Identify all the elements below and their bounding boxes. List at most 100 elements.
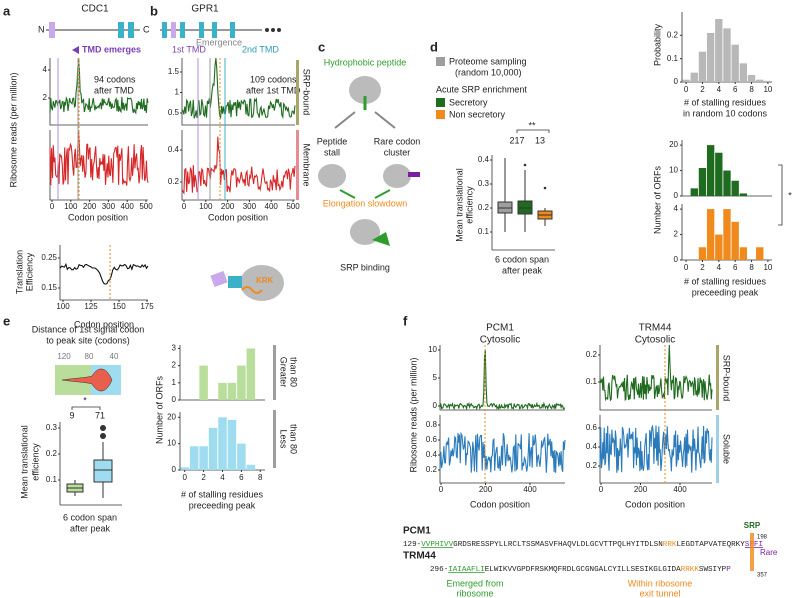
y-tick-label: 0.3: [46, 423, 58, 432]
dot: [271, 28, 275, 32]
sequence: 296-IAIAAFLIELWIKVVGPDFRSKMQFRDLGCGNGALC…: [430, 566, 731, 574]
step: Elongation slowdown: [323, 198, 408, 208]
arrow: [339, 189, 391, 199]
x-axis-label: Codon position: [68, 212, 128, 222]
y-tick-label: 0.3: [478, 179, 490, 188]
y-axis-label: efficiency: [30, 443, 40, 481]
rare-codon: [408, 172, 420, 177]
x-axis-label: 6 codon span: [63, 512, 117, 522]
bar: [747, 75, 756, 82]
bar: [739, 193, 748, 196]
y-tick-label: 4: [674, 204, 679, 213]
side-label: Membrane: [302, 143, 312, 186]
domain-box: [230, 22, 235, 38]
x-tick-label: 100: [64, 202, 78, 211]
bar: [731, 221, 739, 260]
y-tick-label: 0.1: [586, 377, 598, 386]
y-tick-label: 0.1: [667, 54, 679, 63]
annotation: 109 codons: [250, 74, 297, 84]
y-tick-label: 0.2: [586, 350, 598, 359]
x-tick-label: 500: [286, 202, 300, 211]
axis: [599, 345, 712, 411]
x-axis-label: Codon position: [208, 212, 268, 222]
x-axis-label: Codon position: [74, 319, 134, 329]
trace: [59, 262, 149, 285]
y-tick-label: 0.1: [478, 227, 490, 236]
bar: [227, 382, 237, 400]
bar: [227, 419, 237, 470]
annotation: Rare: [760, 548, 778, 557]
outlier: [543, 186, 547, 190]
y-tick-label: 0.2: [478, 203, 490, 212]
x-tick-label: 100: [56, 302, 70, 311]
annotation: 357: [757, 573, 768, 579]
domain-box: [180, 22, 185, 38]
x-tick-label: 125: [84, 302, 98, 311]
x-tick-label: 6: [239, 473, 244, 482]
annotation: TMD emerges: [82, 44, 141, 54]
x-axis-label: # of stalling residues: [181, 489, 264, 499]
srp: [372, 232, 390, 246]
x-tick-label: 200: [83, 202, 97, 211]
axis: [181, 130, 295, 201]
bar: [706, 209, 715, 260]
panel-label: e: [3, 313, 10, 328]
panel-label: a: [3, 3, 11, 18]
x-tick-label: 400: [523, 485, 537, 494]
x-tick-label: 400: [265, 202, 279, 211]
x-axis-label: preceeding peak: [692, 287, 759, 297]
bar: [237, 443, 246, 470]
x-tick-label: 4: [220, 473, 225, 482]
bracket: [71, 406, 101, 410]
bar: [180, 467, 189, 470]
y-axis-label: Mean translational: [454, 168, 464, 242]
panel-label: b: [150, 3, 158, 18]
arrow: [72, 46, 79, 54]
seq-name: PCM1: [403, 526, 431, 537]
seq-part: IAIAAFLI: [448, 566, 484, 574]
x-axis-label: in random 10 codons: [683, 108, 768, 118]
peptide: [241, 286, 263, 294]
x-tick-label: 0: [182, 473, 187, 482]
panel-a: a CDC1 N C TMD emerges 94 codons after T…: [3, 3, 150, 329]
y-tick-label: 0.6: [586, 423, 598, 432]
side-bar: [273, 345, 276, 400]
step: Rare codon: [374, 136, 421, 146]
y-tick-label: 20: [669, 140, 678, 149]
x-tick-label: 2: [700, 263, 705, 272]
bar: [731, 44, 739, 82]
bar: [208, 427, 218, 470]
y-axis-label: Efficiency: [24, 252, 34, 291]
x-tick-label: 0: [684, 263, 689, 272]
x-tick-label: 8: [749, 263, 754, 272]
legend-swatch: [436, 98, 445, 107]
arrow: [334, 111, 396, 129]
panel-b: b GPR1 1st TMD Emergence 2nd TMD 109 cod…: [150, 3, 312, 301]
bar: [246, 464, 256, 470]
step: cluster: [384, 147, 411, 157]
x-tick-label: 400: [673, 485, 687, 494]
x-tick-label: 0: [50, 202, 55, 211]
trace: [181, 136, 296, 195]
count: 71: [95, 410, 105, 420]
count: 9: [69, 410, 74, 420]
step: Hydrophobic peptide: [324, 57, 407, 67]
annotation: 94 codons: [94, 74, 136, 84]
x-axis-label: # of stalling residues: [684, 276, 767, 286]
x-tick-label: 200: [479, 485, 493, 494]
seq-part: VVPHIVV: [421, 541, 453, 549]
axis: [49, 58, 148, 126]
x-tick-label: 200: [221, 202, 235, 211]
bar: [237, 365, 246, 400]
side-bar: [716, 345, 719, 410]
axis: [59, 245, 148, 301]
x-tick-label: 6: [733, 263, 738, 272]
domain-box: [228, 276, 242, 288]
bar: [698, 168, 707, 196]
significance: **: [528, 120, 536, 130]
legend-label: (random 10,000): [455, 67, 522, 77]
y-tick-label: 2: [674, 230, 679, 239]
x-tick-label: 300: [243, 202, 257, 211]
domain-box: [162, 22, 167, 38]
bar: [682, 79, 690, 82]
